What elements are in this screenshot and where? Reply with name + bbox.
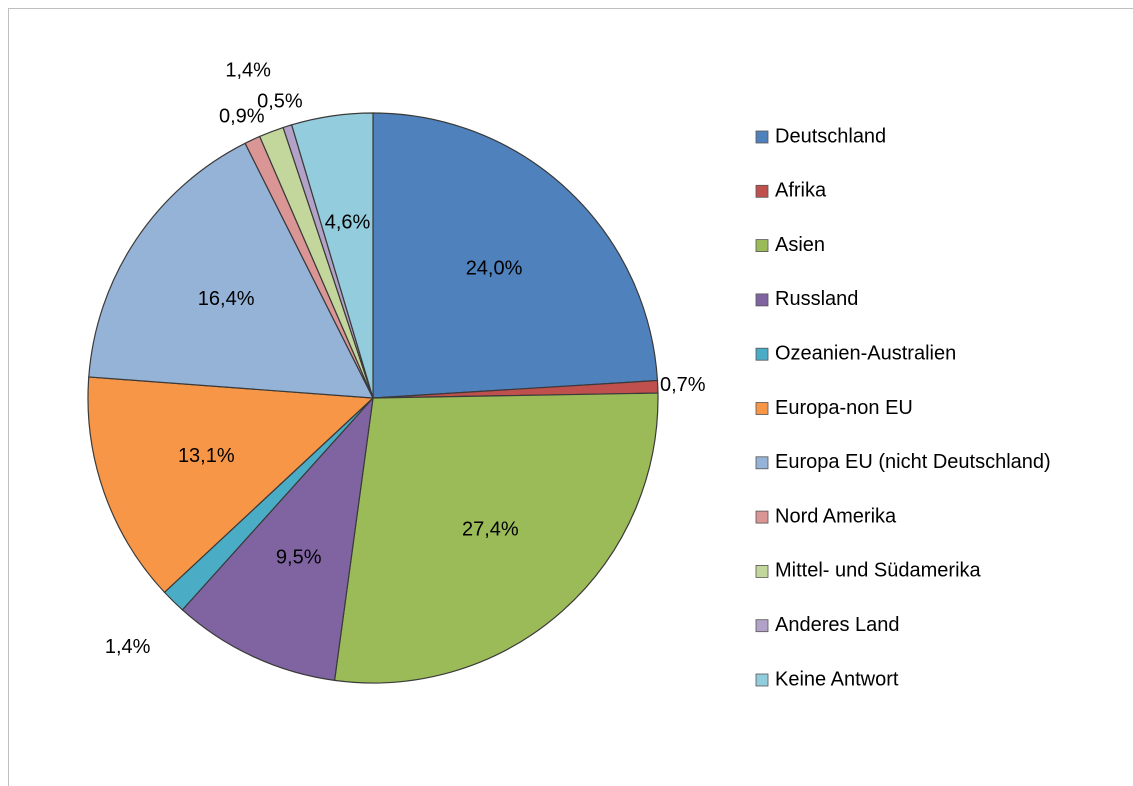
data-label: 4,6%	[325, 211, 371, 233]
legend-label: Europa-non EU	[775, 397, 913, 419]
legend-label: Anderes Land	[775, 614, 900, 636]
legend-swatch	[755, 565, 769, 578]
legend-swatch	[755, 402, 769, 415]
data-label: 0,5%	[257, 91, 303, 113]
data-label: 1,4%	[105, 636, 151, 658]
legend-swatch	[755, 347, 769, 361]
legend-swatch	[755, 239, 769, 253]
legend-swatch	[755, 130, 769, 144]
data-label: 9,5%	[276, 547, 322, 569]
legend-swatch	[755, 619, 769, 633]
pie-slice	[181, 396, 374, 682]
pie-slice	[372, 112, 659, 399]
data-label: 13,1%	[178, 445, 235, 467]
legend-label: Asien	[775, 234, 825, 256]
legend-label: Afrika	[775, 180, 827, 202]
data-label: 0,9%	[219, 105, 265, 127]
pie-slice	[87, 376, 375, 594]
legend-label: Russland	[775, 288, 858, 310]
legend-swatch	[755, 510, 769, 524]
pie-slice	[290, 112, 374, 399]
data-label: 27,4%	[462, 518, 519, 540]
data-label: 0,7%	[660, 374, 706, 396]
legend-label: Keine Antwort	[775, 668, 899, 690]
chart-frame	[8, 8, 1133, 786]
legend-label: Europa EU (nicht Deutschland)	[775, 451, 1051, 473]
data-label: 1,4%	[225, 59, 271, 81]
data-label: 16,4%	[198, 288, 255, 310]
legend-swatch	[755, 456, 769, 470]
legend-label: Mittel- und Südamerika	[775, 560, 982, 582]
legend-swatch	[755, 673, 769, 687]
legend-swatch	[755, 293, 769, 307]
pie-slice	[88, 142, 375, 399]
legend-label: Ozeanien-Australien	[775, 342, 956, 364]
legend-swatch	[755, 184, 769, 198]
legend-label: Deutschland	[775, 125, 886, 147]
legend-label: Nord Amerika	[775, 505, 897, 527]
data-label: 24,0%	[466, 258, 523, 280]
pie-slice	[333, 392, 659, 684]
